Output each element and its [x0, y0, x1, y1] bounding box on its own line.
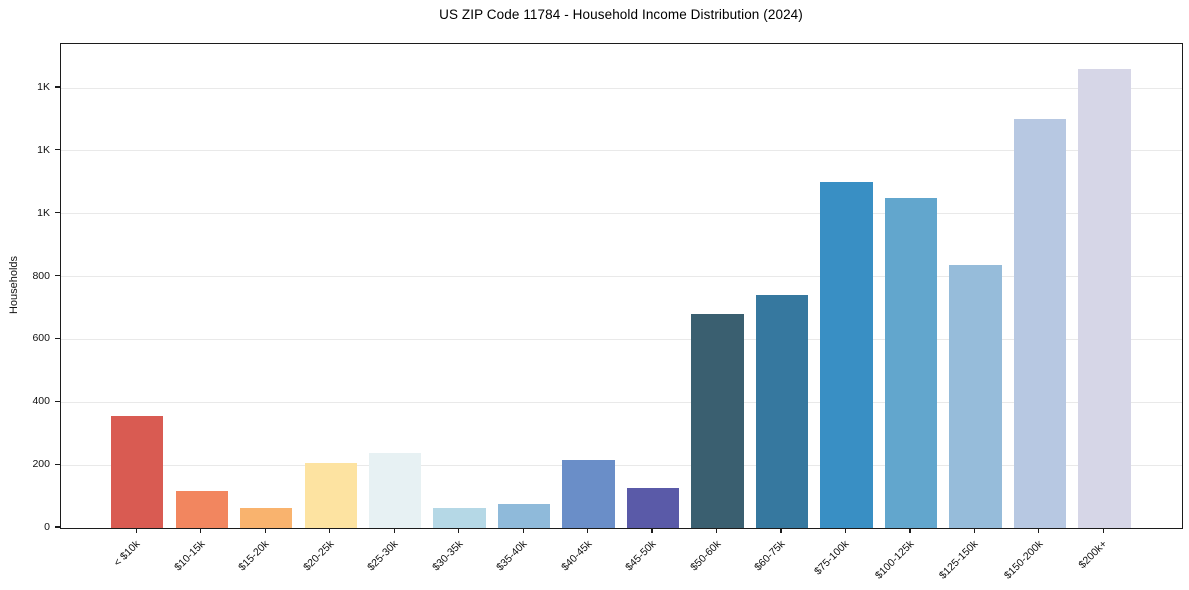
- x-tick-mark: [586, 528, 589, 533]
- y-tick-label: 200: [32, 458, 50, 471]
- y-tick-mark: [55, 274, 60, 277]
- x-tick-mark: [1038, 528, 1040, 533]
- plot-area: [60, 43, 1183, 529]
- x-tick-mark: [844, 528, 847, 533]
- x-tick-mark: [135, 528, 137, 533]
- x-tick-mark: [651, 528, 653, 533]
- bar-10k: [111, 416, 164, 528]
- bar-10-15k: [175, 490, 228, 528]
- x-tick-mark: [458, 528, 460, 533]
- gridline: [61, 464, 1182, 466]
- x-tick-mark: [780, 528, 782, 533]
- y-tick-label: 1K: [37, 206, 50, 219]
- y-tick-label: 800: [32, 269, 50, 282]
- y-tick-mark: [55, 526, 60, 528]
- bar-200k: [1078, 69, 1131, 528]
- y-tick-label: 600: [32, 332, 50, 345]
- bar-45-50k: [626, 488, 680, 528]
- bar-60-75k: [755, 294, 809, 528]
- gridline: [61, 213, 1182, 215]
- x-tick-mark: [393, 528, 395, 533]
- y-tick-mark: [55, 463, 60, 465]
- bar-50-60k: [691, 314, 744, 528]
- x-tick-mark: [715, 528, 718, 533]
- bar-15-20k: [240, 507, 293, 528]
- bar-75-100k: [820, 182, 873, 528]
- x-tick-mark: [264, 528, 266, 533]
- bar-100-125k: [884, 198, 938, 528]
- y-tick-label: 1K: [37, 143, 50, 156]
- y-tick-mark: [55, 86, 60, 88]
- y-tick-mark: [55, 337, 60, 340]
- bar-25-30k: [368, 453, 422, 528]
- y-tick-label: 1K: [37, 81, 50, 93]
- x-tick-label: < $10k: [111, 538, 143, 569]
- bar-35-40k: [497, 504, 551, 528]
- x-tick-mark: [329, 528, 331, 533]
- y-tick-label: 0: [44, 521, 50, 533]
- y-axis-title: Households: [8, 255, 20, 315]
- x-tick-mark: [909, 528, 911, 533]
- x-tick-mark: [973, 528, 975, 533]
- gridline: [61, 276, 1182, 278]
- bar-30-35k: [433, 507, 486, 528]
- x-tick-mark: [522, 528, 524, 533]
- bar-40-45k: [562, 460, 615, 528]
- y-tick-label: 400: [32, 395, 50, 408]
- gridline: [61, 87, 1182, 89]
- y-tick-mark: [55, 149, 60, 151]
- y-tick-mark: [55, 212, 60, 214]
- x-tick-mark: [1102, 528, 1104, 533]
- chart-title: US ZIP Code 11784 - Household Income Dis…: [439, 7, 803, 22]
- gridline: [61, 401, 1182, 403]
- gridline: [61, 150, 1182, 152]
- bar-20-25k: [304, 462, 357, 528]
- x-tick-mark: [200, 528, 202, 533]
- bar-150-200k: [1013, 119, 1067, 528]
- gridline: [61, 338, 1182, 340]
- bar-125-150k: [949, 264, 1002, 528]
- y-tick-mark: [55, 400, 60, 402]
